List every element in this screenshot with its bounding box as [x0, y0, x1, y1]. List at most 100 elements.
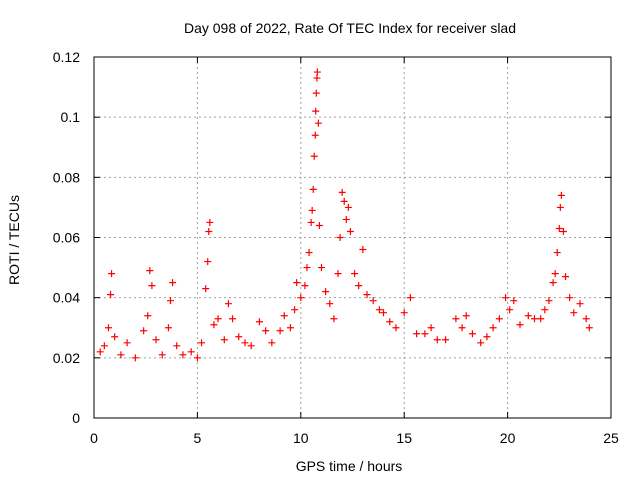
y-tick-label: 0	[72, 410, 80, 426]
data-point	[276, 327, 284, 335]
data-point	[392, 324, 400, 332]
data-point	[477, 339, 485, 347]
data-point	[585, 324, 593, 332]
data-point	[338, 188, 346, 196]
data-point	[131, 354, 139, 362]
data-point	[489, 324, 497, 332]
data-point	[502, 294, 510, 302]
y-axis-label: ROTI / TECUs	[6, 195, 22, 285]
data-point	[146, 267, 154, 275]
y-tick-label: 0.1	[61, 109, 81, 125]
data-point	[582, 315, 590, 323]
y-tick-label: 0.12	[53, 49, 80, 65]
plot-frame	[93, 56, 612, 419]
y-tick-label: 0.08	[53, 169, 80, 185]
data-point	[483, 333, 491, 341]
data-points	[96, 68, 593, 362]
x-tick-labels: 0 5 10 15 20 25	[90, 430, 619, 446]
data-point	[100, 342, 108, 350]
data-point	[202, 285, 210, 293]
data-point	[570, 309, 578, 317]
data-point	[286, 324, 294, 332]
data-point	[303, 264, 311, 272]
data-point	[193, 354, 201, 362]
data-point	[506, 306, 514, 314]
data-point	[557, 191, 565, 199]
data-point	[107, 291, 115, 299]
data-point	[104, 324, 112, 332]
data-point	[326, 300, 334, 308]
data-point	[268, 339, 276, 347]
y-tick-label: 0.04	[53, 290, 80, 306]
data-point	[313, 74, 321, 82]
data-point	[380, 309, 388, 317]
data-point	[210, 321, 218, 329]
data-point	[458, 324, 466, 332]
data-point	[413, 330, 421, 338]
data-point	[369, 297, 377, 305]
data-point	[313, 68, 321, 76]
data-point	[551, 270, 559, 278]
data-point	[220, 336, 228, 344]
data-point	[214, 315, 222, 323]
data-point	[346, 227, 354, 235]
data-point	[148, 282, 156, 290]
data-point	[344, 203, 352, 211]
data-point	[510, 297, 518, 305]
data-point	[576, 300, 584, 308]
data-point	[173, 342, 181, 350]
data-point	[495, 315, 503, 323]
data-point	[553, 249, 561, 257]
data-point	[355, 282, 363, 290]
data-point	[386, 318, 394, 326]
data-point	[452, 315, 460, 323]
data-point	[330, 315, 338, 323]
data-point	[556, 203, 564, 211]
data-point	[375, 306, 383, 314]
data-point	[152, 336, 160, 344]
y-tick-labels: 0 0.02 0.04 0.06 0.08 0.1 0.12	[53, 49, 80, 426]
data-point	[305, 249, 313, 257]
data-point	[310, 152, 318, 160]
data-point	[406, 294, 414, 302]
grid-lines	[94, 57, 611, 418]
data-point	[566, 294, 574, 302]
x-tick-label: 15	[396, 430, 412, 446]
data-point	[164, 324, 172, 332]
data-point	[179, 351, 187, 359]
data-point	[293, 279, 301, 287]
data-point	[468, 330, 476, 338]
data-point	[351, 270, 359, 278]
data-point	[541, 306, 549, 314]
data-point	[334, 270, 342, 278]
data-point	[204, 258, 212, 266]
data-point	[224, 300, 232, 308]
data-point	[314, 119, 322, 127]
data-point	[158, 351, 166, 359]
data-point	[280, 312, 288, 320]
data-point	[187, 348, 195, 356]
data-point	[308, 206, 316, 214]
data-point	[549, 279, 557, 287]
data-point	[117, 351, 125, 359]
data-point	[315, 221, 323, 229]
data-point	[297, 294, 305, 302]
x-tick-label: 5	[194, 430, 202, 446]
y-tick-label: 0.02	[53, 350, 80, 366]
data-point	[205, 227, 213, 235]
data-point	[140, 327, 148, 335]
data-point	[421, 330, 429, 338]
data-point	[462, 312, 470, 320]
data-point	[442, 336, 450, 344]
x-tick-label: 0	[90, 430, 98, 446]
data-point	[96, 348, 104, 356]
data-point	[144, 312, 152, 320]
data-point	[198, 339, 206, 347]
chart-title: Day 098 of 2022, Rate Of TEC Index for r…	[184, 20, 516, 36]
data-point	[530, 315, 538, 323]
data-point	[108, 270, 116, 278]
x-tick-label: 10	[293, 430, 309, 446]
data-point	[241, 339, 249, 347]
data-point	[169, 279, 177, 287]
